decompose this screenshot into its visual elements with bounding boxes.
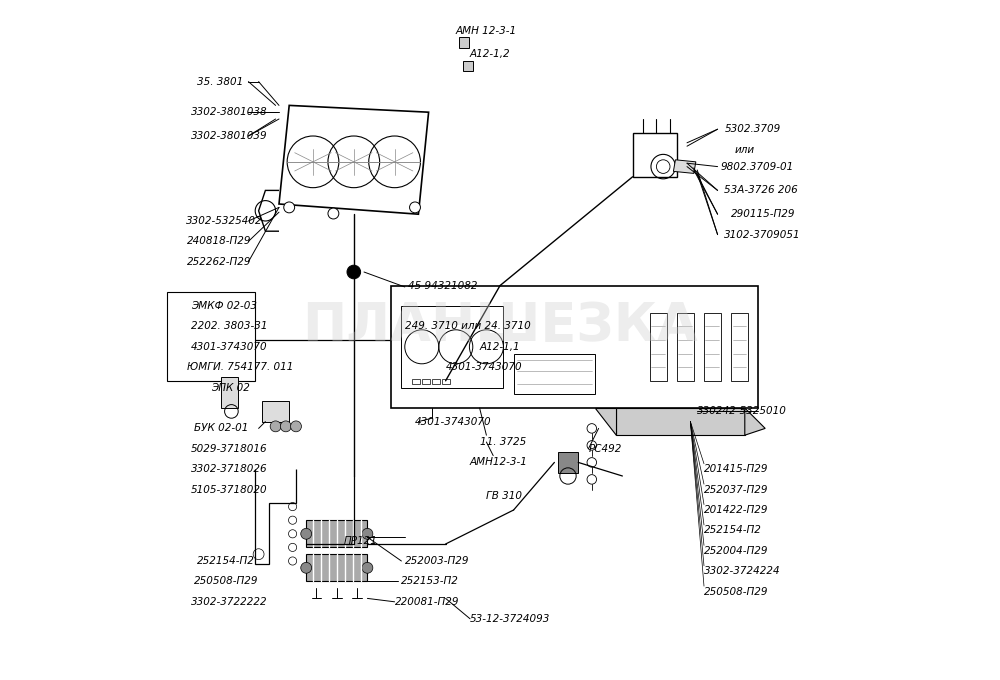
Text: 3302-3801038: 3302-3801038 [191, 107, 267, 117]
Circle shape [284, 202, 295, 213]
Circle shape [410, 202, 420, 213]
Bar [633, 133, 677, 177]
Bar [704, 313, 721, 381]
Bar [731, 313, 748, 381]
Text: 5302.3709: 5302.3709 [724, 124, 781, 134]
Text: А12-1,1: А12-1,1 [480, 342, 520, 352]
Bar [262, 401, 289, 422]
Text: 53-12-3724093: 53-12-3724093 [469, 614, 550, 624]
Circle shape [362, 528, 373, 539]
Text: 252153-П2: 252153-П2 [401, 577, 459, 586]
Text: 2202. 3803-31: 2202. 3803-31 [191, 322, 267, 331]
Text: 201422-П29: 201422-П29 [704, 505, 769, 515]
Text: 35. 3801: 35. 3801 [197, 77, 244, 86]
Circle shape [301, 562, 312, 573]
Text: 250508-П29: 250508-П29 [194, 577, 258, 586]
Text: 45 94321082: 45 94321082 [408, 281, 478, 290]
Text: 290115-П29: 290115-П29 [731, 209, 796, 219]
Text: 252037-П29: 252037-П29 [704, 485, 769, 494]
Text: ЭМКФ 02-03: ЭМКФ 02-03 [191, 301, 257, 311]
Text: 249. 3710 или 24. 3710: 249. 3710 или 24. 3710 [405, 322, 531, 331]
Bar [442, 379, 450, 384]
Text: ГВ 310: ГВ 310 [486, 492, 522, 501]
Bar [412, 379, 420, 384]
Circle shape [328, 208, 339, 219]
Bar [306, 520, 367, 547]
Bar [514, 354, 595, 394]
Text: ЮМГИ. 754177. 011: ЮМГИ. 754177. 011 [187, 362, 294, 372]
Text: 201415-П29: 201415-П29 [704, 464, 769, 474]
Bar [401, 306, 503, 388]
Polygon shape [459, 37, 469, 48]
Polygon shape [673, 160, 696, 173]
Text: ПЛАНШЕЗКА: ПЛАНШЕЗКА [302, 301, 698, 352]
Bar [432, 379, 440, 384]
Text: 330242-5325010: 330242-5325010 [697, 407, 787, 416]
Text: РС492: РС492 [588, 444, 622, 454]
Circle shape [270, 421, 281, 432]
Text: 4301-3743070: 4301-3743070 [446, 362, 522, 372]
Text: или: или [735, 145, 755, 154]
Text: 250508-П29: 250508-П29 [704, 587, 769, 596]
Polygon shape [595, 408, 616, 435]
Bar [306, 554, 367, 581]
Text: 252262-П29: 252262-П29 [187, 257, 252, 267]
Text: 4301-3743070: 4301-3743070 [191, 342, 267, 352]
Text: 220081-П29: 220081-П29 [395, 597, 459, 607]
Circle shape [362, 562, 373, 573]
Text: 3302-5325402: 3302-5325402 [186, 216, 262, 226]
Circle shape [347, 265, 361, 279]
Text: 240818-П29: 240818-П29 [187, 237, 252, 246]
Text: БУК 02-01: БУК 02-01 [194, 424, 248, 433]
Text: 252004-П29: 252004-П29 [704, 546, 769, 556]
Circle shape [280, 421, 291, 432]
Text: ЭПК 02: ЭПК 02 [211, 383, 250, 392]
Text: 3102-3709051: 3102-3709051 [724, 230, 801, 239]
Text: АМН 12-3-1: АМН 12-3-1 [456, 26, 517, 35]
Bar [650, 313, 667, 381]
Text: 252154-П2: 252154-П2 [197, 556, 255, 566]
Circle shape [301, 528, 312, 539]
Text: 4301-3743070: 4301-3743070 [415, 417, 492, 426]
Text: 3302-3801039: 3302-3801039 [191, 131, 267, 141]
Text: 3302-3724224: 3302-3724224 [704, 566, 781, 576]
Bar [422, 379, 430, 384]
Text: А12-1,2: А12-1,2 [469, 50, 510, 59]
Text: 5105-3718020: 5105-3718020 [191, 485, 267, 494]
Bar [221, 377, 238, 408]
Text: ПР121: ПР121 [344, 536, 377, 545]
Text: 11. 3725: 11. 3725 [480, 437, 526, 447]
Text: АМН12-3-1: АМН12-3-1 [469, 458, 527, 467]
Text: 5029-3718016: 5029-3718016 [191, 444, 267, 454]
Polygon shape [463, 61, 473, 71]
Circle shape [291, 421, 301, 432]
Text: 3302-3718026: 3302-3718026 [191, 464, 267, 474]
Polygon shape [616, 408, 745, 435]
Text: 9802.3709-01: 9802.3709-01 [721, 162, 794, 171]
Text: 3302-3722222: 3302-3722222 [191, 597, 267, 607]
Text: 53А-3726 206: 53А-3726 206 [724, 186, 798, 195]
Text: 252154-П2: 252154-П2 [704, 526, 762, 535]
Text: 252003-П29: 252003-П29 [405, 556, 469, 566]
Bar [677, 313, 694, 381]
Bar [558, 452, 578, 473]
Polygon shape [745, 408, 765, 435]
